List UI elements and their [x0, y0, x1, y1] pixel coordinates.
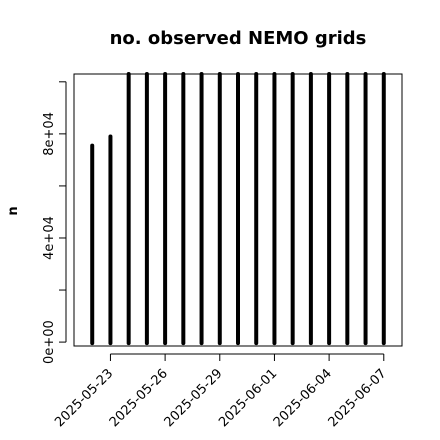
y-axis-label: n	[6, 206, 21, 215]
y-tick-label: 8e+04	[42, 112, 57, 156]
bars-group	[90, 72, 386, 346]
y-tick-label: 0e+00	[42, 320, 57, 364]
chart-title: no. observed NEMO grids	[110, 28, 367, 49]
y-tick-label: 4e+04	[42, 216, 57, 260]
x-tick-label: 2025-06-07	[326, 366, 390, 430]
x-axis: 2025-05-232025-05-262025-05-292025-06-01…	[52, 353, 390, 430]
y-axis: 0e+00 4e+04 8e+04	[42, 81, 67, 364]
